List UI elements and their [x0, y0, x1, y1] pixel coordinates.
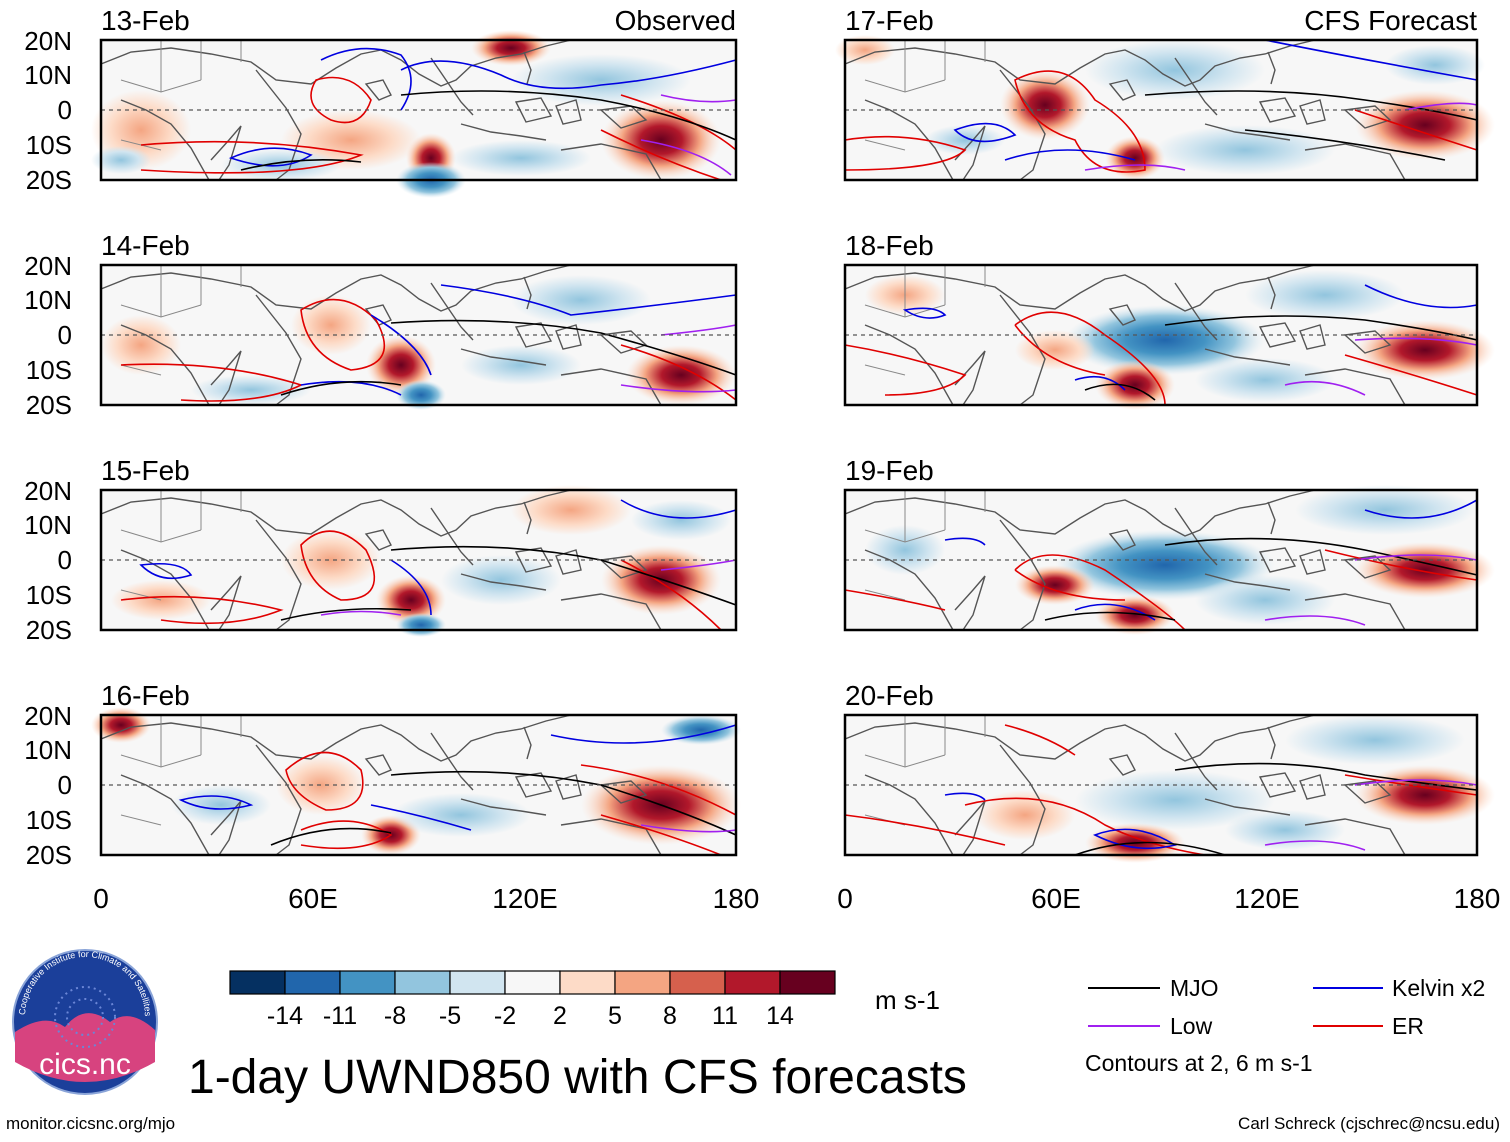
lat-label: 20N [24, 701, 72, 731]
lon-label: 0 [93, 883, 109, 914]
colorbar-tick-label: -8 [384, 1002, 406, 1030]
lat-label: 10S [26, 805, 72, 835]
legend-label: Kelvin x2 [1392, 975, 1485, 1001]
wave-contours [844, 284, 1478, 406]
lat-label: 0 [58, 545, 72, 575]
logo-text: cics.nc [39, 1048, 131, 1081]
panel-date-label: 16-Feb [101, 680, 190, 711]
lat-label: 20N [24, 26, 72, 56]
legend: MJO Kelvin x2 Low ER [1088, 975, 1485, 1039]
panel-16-feb [91, 707, 741, 857]
lat-label: 20S [26, 390, 72, 420]
panel-19-feb [843, 485, 1495, 635]
legend-label: MJO [1170, 975, 1219, 1001]
uwnd-field [111, 485, 731, 637]
panel-18-feb [843, 263, 1495, 410]
lat-label: 20N [24, 251, 72, 281]
cics-logo: Cooperative Institute for Climate and Sa… [12, 949, 158, 1095]
legend-label: ER [1392, 1013, 1424, 1039]
lat-label: 10S [26, 355, 72, 385]
panel-date-label: 19-Feb [845, 455, 934, 486]
lat-label: 0 [58, 320, 72, 350]
colorbar-swatch [614, 970, 671, 995]
forecast-label: CFS Forecast [1304, 5, 1477, 36]
wave-contours [178, 724, 737, 856]
wave-contours [844, 724, 1478, 856]
colorbar-swatch [559, 970, 616, 995]
colorbar-tick-label: 5 [608, 1002, 622, 1030]
colorbar-tick-label: 2 [553, 1002, 567, 1030]
colorbar-tick-label: 14 [766, 1002, 794, 1030]
observed-label: Observed [615, 5, 736, 36]
lon-axis-labels: 0 60E 120E 180 0 60E 120E 180 [93, 883, 1500, 914]
contour-note: Contours at 2, 6 m s-1 [1085, 1050, 1313, 1076]
colorbar: -14 -11 -8 -5 -2 2 5 8 11 14 [229, 970, 836, 1030]
lat-axis-labels: 20N 10N 0 10S 20S 20N 10N 0 10S 20S 20N … [24, 26, 72, 870]
uwnd-field [91, 30, 721, 198]
colorbar-swatch [339, 970, 396, 995]
panel-date-label: 18-Feb [845, 230, 934, 261]
lon-label: 180 [713, 883, 760, 914]
footer-url: monitor.cicsnc.org/mjo [6, 1114, 176, 1133]
lat-label: 0 [58, 770, 72, 800]
wave-contours [120, 499, 737, 631]
lon-label: 120E [492, 883, 557, 914]
panel-13-feb [91, 30, 738, 198]
lat-label: 10S [26, 130, 72, 160]
lon-label: 120E [1234, 883, 1299, 914]
colorbar-tick-label: -2 [494, 1002, 516, 1030]
panel-date-label: 14-Feb [101, 230, 190, 261]
panel-17-feb [835, 35, 1495, 182]
colorbar-swatch [504, 970, 561, 995]
figure-title: 1-day UWND850 with CFS forecasts [188, 1051, 967, 1104]
wave-contours [120, 284, 737, 402]
panel-date-label: 13-Feb [101, 5, 190, 36]
panel-14-feb [99, 263, 738, 410]
colorbar-swatch [394, 970, 451, 995]
colorbar-swatch [669, 970, 726, 995]
colorbar-swatch [229, 970, 286, 995]
lat-label: 10N [24, 60, 72, 90]
lon-label: 0 [837, 883, 853, 914]
lon-label: 60E [288, 883, 338, 914]
wave-contours [844, 499, 1478, 631]
lat-label: 20S [26, 165, 72, 195]
legend-label: Low [1170, 1013, 1213, 1039]
lat-label: 20S [26, 615, 72, 645]
lat-label: 10N [24, 285, 72, 315]
panel-20-feb [843, 713, 1495, 863]
panel-date-label: 15-Feb [101, 455, 190, 486]
lon-label: 180 [1454, 883, 1501, 914]
wave-contours [140, 47, 737, 181]
lat-label: 20N [24, 476, 72, 506]
lat-label: 20S [26, 840, 72, 870]
lat-label: 10N [24, 510, 72, 540]
footer-credit: Carl Schreck (cjschrec@ncsu.edu) [1238, 1114, 1500, 1133]
colorbar-tick-label: -14 [267, 1002, 303, 1030]
lat-label: 10N [24, 735, 72, 765]
panel-date-label: 17-Feb [845, 5, 934, 36]
colorbar-tick-label: -11 [323, 1002, 357, 1030]
colorbar-swatch [724, 970, 781, 995]
panel-titles: 13-Feb 14-Feb 15-Feb 16-Feb Observed 17-… [101, 5, 1477, 711]
colorbar-swatch [449, 970, 506, 995]
lat-label: 10S [26, 580, 72, 610]
colorbar-tick-label: 8 [663, 1002, 677, 1030]
lon-label: 60E [1031, 883, 1081, 914]
panel-15-feb [99, 485, 738, 637]
colorbar-tick-label: -5 [439, 1002, 461, 1030]
panel-date-label: 20-Feb [845, 680, 934, 711]
colorbar-tick-label: 11 [712, 1002, 738, 1030]
wave-contours [844, 39, 1478, 173]
colorbar-swatch [779, 970, 836, 995]
colorbar-swatch [284, 970, 341, 995]
lat-label: 0 [58, 95, 72, 125]
colorbar-units: m s-1 [875, 985, 940, 1015]
